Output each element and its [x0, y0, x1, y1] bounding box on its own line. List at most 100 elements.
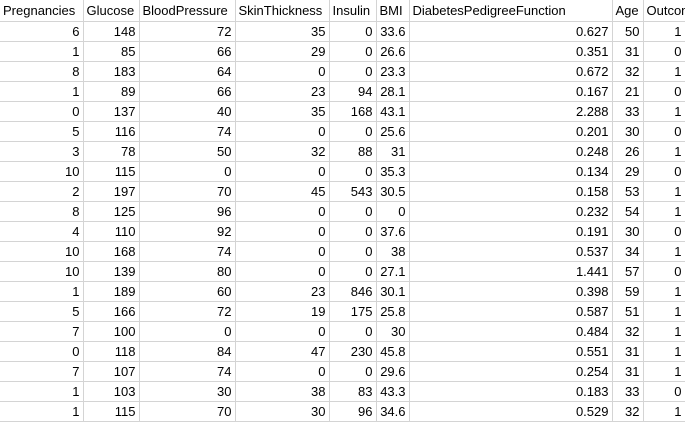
- cell-outcome[interactable]: 1: [643, 301, 685, 322]
- cell-skinthickness[interactable]: 32: [235, 141, 330, 162]
- cell-insulin[interactable]: 175: [329, 301, 377, 322]
- header-cell-skinthickness[interactable]: SkinThickness: [235, 0, 330, 22]
- cell-skinthickness[interactable]: 0: [235, 121, 330, 142]
- cell-pregnancies[interactable]: 7: [0, 321, 84, 342]
- cell-bmi[interactable]: 43.1: [376, 101, 410, 122]
- cell-skinthickness[interactable]: 45: [235, 181, 330, 202]
- cell-skinthickness[interactable]: 0: [235, 221, 330, 242]
- cell-insulin[interactable]: 0: [329, 221, 377, 242]
- cell-skinthickness[interactable]: 0: [235, 321, 330, 342]
- cell-skinthickness[interactable]: 0: [235, 61, 330, 82]
- cell-skinthickness[interactable]: 0: [235, 361, 330, 382]
- cell-bmi[interactable]: 23.3: [376, 61, 410, 82]
- cell-bmi[interactable]: 45.8: [376, 341, 410, 362]
- header-cell-diabetespedigreefunction[interactable]: DiabetesPedigreeFunction: [409, 0, 613, 22]
- cell-bmi[interactable]: 33.6: [376, 21, 410, 42]
- cell-glucose[interactable]: 78: [83, 141, 140, 162]
- cell-diabetespedigreefunction[interactable]: 0.537: [409, 241, 613, 262]
- cell-age[interactable]: 33: [612, 101, 644, 122]
- cell-glucose[interactable]: 116: [83, 121, 140, 142]
- cell-age[interactable]: 54: [612, 201, 644, 222]
- cell-bmi[interactable]: 37.6: [376, 221, 410, 242]
- cell-bloodpressure[interactable]: 40: [139, 101, 236, 122]
- cell-outcome[interactable]: 1: [643, 141, 685, 162]
- cell-age[interactable]: 33: [612, 381, 644, 402]
- cell-insulin[interactable]: 0: [329, 41, 377, 62]
- cell-age[interactable]: 32: [612, 401, 644, 422]
- cell-glucose[interactable]: 100: [83, 321, 140, 342]
- cell-glucose[interactable]: 110: [83, 221, 140, 242]
- cell-outcome[interactable]: 1: [643, 241, 685, 262]
- cell-insulin[interactable]: 0: [329, 61, 377, 82]
- cell-insulin[interactable]: 0: [329, 361, 377, 382]
- cell-bloodpressure[interactable]: 70: [139, 181, 236, 202]
- cell-diabetespedigreefunction[interactable]: 0.191: [409, 221, 613, 242]
- cell-bmi[interactable]: 28.1: [376, 81, 410, 102]
- cell-outcome[interactable]: 1: [643, 341, 685, 362]
- cell-outcome[interactable]: 1: [643, 321, 685, 342]
- cell-outcome[interactable]: 0: [643, 81, 685, 102]
- cell-skinthickness[interactable]: 47: [235, 341, 330, 362]
- cell-diabetespedigreefunction[interactable]: 0.248: [409, 141, 613, 162]
- cell-outcome[interactable]: 0: [643, 161, 685, 182]
- cell-bloodpressure[interactable]: 0: [139, 321, 236, 342]
- cell-outcome[interactable]: 0: [643, 41, 685, 62]
- cell-bmi[interactable]: 25.6: [376, 121, 410, 142]
- cell-bmi[interactable]: 35.3: [376, 161, 410, 182]
- cell-insulin[interactable]: 168: [329, 101, 377, 122]
- cell-insulin[interactable]: 0: [329, 21, 377, 42]
- cell-pregnancies[interactable]: 1: [0, 381, 84, 402]
- cell-glucose[interactable]: 197: [83, 181, 140, 202]
- header-cell-bmi[interactable]: BMI: [376, 0, 410, 22]
- cell-skinthickness[interactable]: 35: [235, 21, 330, 42]
- cell-pregnancies[interactable]: 1: [0, 401, 84, 422]
- cell-insulin[interactable]: 0: [329, 201, 377, 222]
- cell-diabetespedigreefunction[interactable]: 0.398: [409, 281, 613, 302]
- cell-outcome[interactable]: 1: [643, 61, 685, 82]
- cell-outcome[interactable]: 0: [643, 381, 685, 402]
- cell-age[interactable]: 32: [612, 321, 644, 342]
- cell-skinthickness[interactable]: 29: [235, 41, 330, 62]
- cell-insulin[interactable]: 0: [329, 321, 377, 342]
- cell-diabetespedigreefunction[interactable]: 0.672: [409, 61, 613, 82]
- cell-bmi[interactable]: 26.6: [376, 41, 410, 62]
- cell-glucose[interactable]: 103: [83, 381, 140, 402]
- cell-pregnancies[interactable]: 6: [0, 21, 84, 42]
- cell-diabetespedigreefunction[interactable]: 1.441: [409, 261, 613, 282]
- cell-insulin[interactable]: 88: [329, 141, 377, 162]
- cell-glucose[interactable]: 139: [83, 261, 140, 282]
- cell-outcome[interactable]: 1: [643, 401, 685, 422]
- cell-bloodpressure[interactable]: 66: [139, 81, 236, 102]
- cell-pregnancies[interactable]: 5: [0, 121, 84, 142]
- cell-glucose[interactable]: 189: [83, 281, 140, 302]
- cell-glucose[interactable]: 115: [83, 401, 140, 422]
- cell-age[interactable]: 31: [612, 361, 644, 382]
- cell-bloodpressure[interactable]: 72: [139, 301, 236, 322]
- cell-skinthickness[interactable]: 30: [235, 401, 330, 422]
- cell-insulin[interactable]: 0: [329, 241, 377, 262]
- cell-pregnancies[interactable]: 10: [0, 161, 84, 182]
- cell-glucose[interactable]: 137: [83, 101, 140, 122]
- cell-diabetespedigreefunction[interactable]: 0.351: [409, 41, 613, 62]
- cell-bmi[interactable]: 30: [376, 321, 410, 342]
- cell-outcome[interactable]: 1: [643, 201, 685, 222]
- cell-bmi[interactable]: 25.8: [376, 301, 410, 322]
- cell-bloodpressure[interactable]: 74: [139, 241, 236, 262]
- cell-pregnancies[interactable]: 5: [0, 301, 84, 322]
- cell-outcome[interactable]: 0: [643, 261, 685, 282]
- cell-pregnancies[interactable]: 1: [0, 281, 84, 302]
- header-cell-glucose[interactable]: Glucose: [83, 0, 140, 22]
- cell-bloodpressure[interactable]: 30: [139, 381, 236, 402]
- cell-diabetespedigreefunction[interactable]: 0.183: [409, 381, 613, 402]
- cell-outcome[interactable]: 1: [643, 21, 685, 42]
- cell-skinthickness[interactable]: 38: [235, 381, 330, 402]
- cell-pregnancies[interactable]: 1: [0, 81, 84, 102]
- cell-diabetespedigreefunction[interactable]: 0.167: [409, 81, 613, 102]
- cell-skinthickness[interactable]: 35: [235, 101, 330, 122]
- cell-insulin[interactable]: 94: [329, 81, 377, 102]
- cell-bmi[interactable]: 0: [376, 201, 410, 222]
- cell-insulin[interactable]: 0: [329, 261, 377, 282]
- cell-age[interactable]: 51: [612, 301, 644, 322]
- cell-pregnancies[interactable]: 3: [0, 141, 84, 162]
- cell-glucose[interactable]: 89: [83, 81, 140, 102]
